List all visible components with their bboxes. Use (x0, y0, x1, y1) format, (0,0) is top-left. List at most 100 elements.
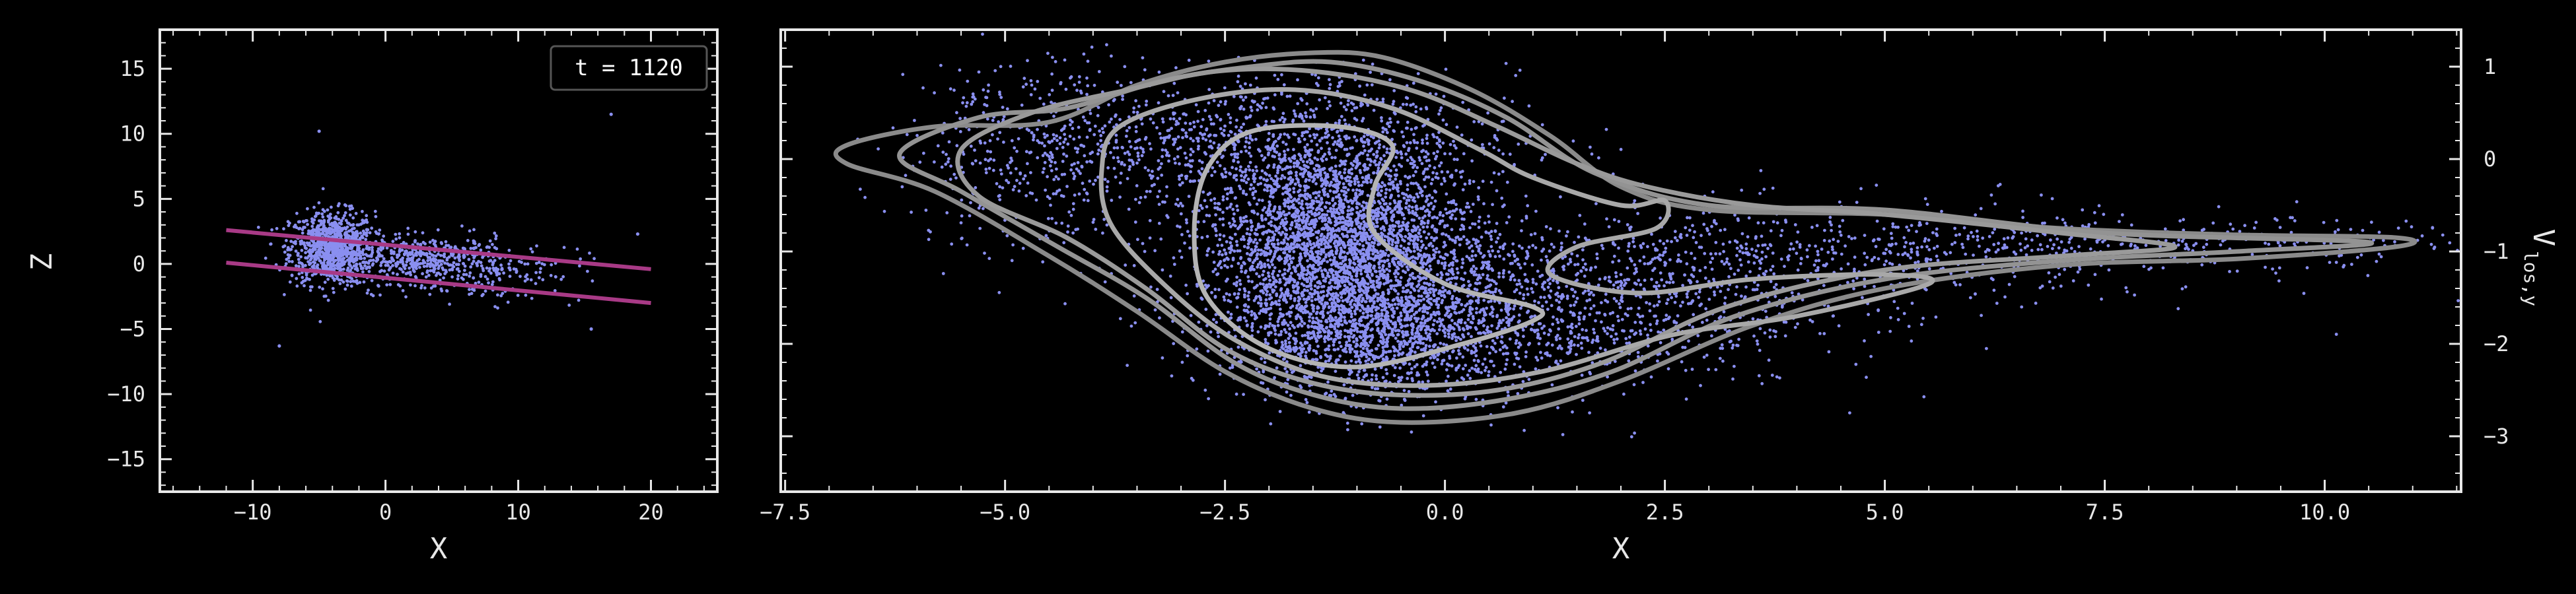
data-point (336, 257, 340, 261)
data-point (449, 246, 453, 249)
data-point (1299, 317, 1303, 321)
data-point (316, 212, 320, 215)
data-point (1240, 238, 1243, 242)
data-point (396, 283, 400, 286)
data-point (310, 249, 314, 253)
data-point (1431, 196, 1434, 199)
data-point (1188, 234, 1192, 238)
data-point (1332, 191, 1336, 194)
data-point (1183, 241, 1186, 245)
data-point (1302, 225, 1306, 229)
data-point (1159, 237, 1163, 241)
data-point (519, 275, 522, 279)
data-point (1199, 204, 1203, 207)
data-point (349, 280, 353, 284)
data-point (1384, 191, 1388, 195)
data-point (1439, 211, 1443, 214)
data-point (1277, 258, 1281, 262)
data-point (1417, 289, 1421, 293)
data-point (1334, 220, 1338, 224)
data-point (1200, 236, 1204, 240)
data-point (345, 258, 349, 262)
data-point (1337, 227, 1340, 230)
data-point (1346, 209, 1350, 213)
data-point (1362, 220, 1366, 224)
data-point (378, 254, 382, 258)
data-point (1400, 224, 1404, 228)
data-point (1235, 244, 1239, 247)
data-point (367, 248, 371, 251)
data-point (1184, 283, 1188, 287)
data-point (425, 264, 429, 268)
data-point (386, 263, 390, 267)
data-point (1324, 240, 1328, 244)
data-point (1384, 333, 1388, 337)
data-point (1372, 136, 1375, 140)
data-point (1319, 238, 1322, 242)
data-point (365, 228, 369, 232)
data-point (1300, 213, 1304, 216)
data-point (1329, 207, 1333, 211)
data-point (1401, 238, 1405, 242)
data-point (348, 213, 352, 217)
data-point (1398, 200, 1402, 203)
data-point (1483, 221, 1487, 225)
data-point (1217, 288, 1221, 292)
data-point (1260, 214, 1264, 218)
data-point (1301, 268, 1304, 272)
data-point (1264, 251, 1268, 255)
data-point (339, 267, 342, 271)
data-point (496, 293, 499, 297)
data-point (295, 284, 299, 288)
data-point (1314, 182, 1318, 185)
data-point (1332, 273, 1335, 277)
data-point (1405, 222, 1409, 226)
data-point (413, 284, 417, 288)
data-point (1258, 275, 1261, 279)
data-point (1298, 188, 1302, 192)
data-point (365, 231, 369, 235)
data-point (1360, 204, 1364, 208)
data-point (1396, 272, 1400, 276)
data-point (1306, 206, 1310, 210)
data-point (1345, 234, 1349, 238)
data-point (1343, 177, 1347, 180)
data-point (1316, 239, 1320, 243)
data-point (493, 259, 497, 262)
data-point (1390, 209, 1394, 213)
data-point (1219, 266, 1223, 269)
data-point (390, 257, 394, 261)
data-point (450, 267, 454, 271)
data-point (1256, 212, 1260, 216)
data-point (515, 271, 519, 274)
data-point (1348, 272, 1352, 275)
data-point (1327, 305, 1331, 309)
data-point (1303, 145, 1306, 149)
y-tick-label: 0 (133, 251, 145, 277)
data-point (1266, 258, 1270, 262)
data-point (1460, 133, 1464, 137)
data-point (363, 264, 367, 267)
data-point (1396, 210, 1400, 214)
data-point (1229, 248, 1233, 251)
data-point (538, 271, 542, 274)
data-point (306, 260, 310, 263)
data-point (309, 244, 313, 248)
y-tick-label: −5 (120, 317, 145, 342)
data-point (338, 202, 341, 206)
data-point (1286, 197, 1290, 201)
data-point (1178, 249, 1182, 253)
data-point (319, 222, 323, 226)
left-x-ticks: −10 0 10 20 (172, 30, 705, 525)
time-annotation-box (550, 45, 708, 91)
data-point (1361, 176, 1365, 180)
data-point (320, 246, 324, 250)
data-point (464, 273, 468, 277)
data-point (1412, 249, 1416, 253)
data-point (394, 264, 398, 268)
data-point (1235, 296, 1238, 300)
data-point (308, 263, 311, 267)
data-point (1383, 127, 1387, 131)
data-point (1426, 152, 1430, 156)
data-point (416, 242, 419, 246)
